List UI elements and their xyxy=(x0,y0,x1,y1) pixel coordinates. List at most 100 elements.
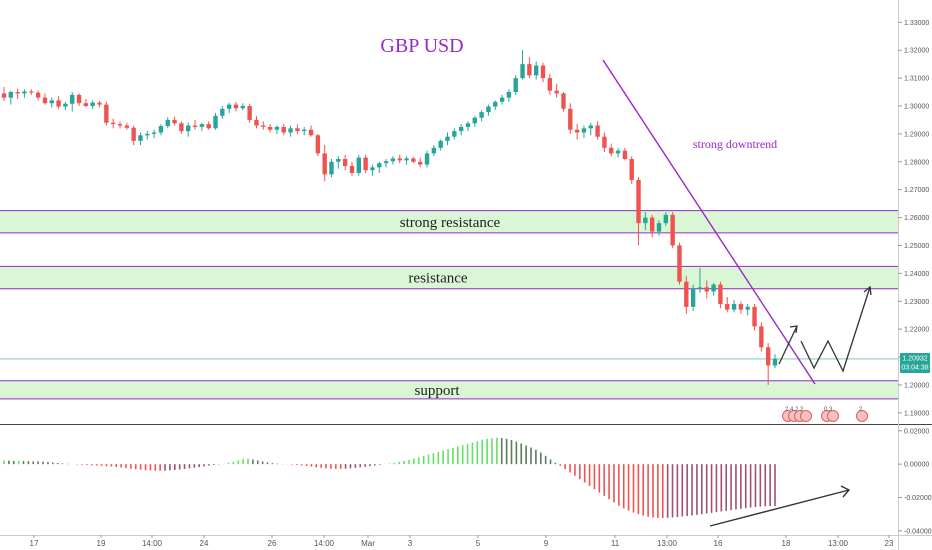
event-flag-label: 0 3 xyxy=(824,407,833,413)
price-tick-label: 1.23000 xyxy=(904,299,929,306)
time-tick-label: 17 xyxy=(30,539,39,548)
price-tick-label: 1.30000 xyxy=(904,104,929,111)
candle-body xyxy=(247,106,252,120)
candle-body xyxy=(124,125,130,128)
candle-body xyxy=(670,214,675,246)
price-tick-label: 1.27000 xyxy=(904,187,929,194)
price-tick-label: 1.31000 xyxy=(904,76,929,83)
candle-body xyxy=(493,101,498,107)
osc-tick-label: -0.02000 xyxy=(904,495,932,502)
current-price-label: 1.20932 xyxy=(902,355,927,362)
drawings-layer xyxy=(602,59,872,385)
candle-body xyxy=(704,287,709,292)
candle-body xyxy=(76,94,82,104)
price-tick-label: 1.20000 xyxy=(904,382,929,389)
candle-body xyxy=(581,128,587,133)
candle-body xyxy=(418,161,423,165)
current-price-tag xyxy=(900,352,930,373)
event-flag-label: 2 xyxy=(859,407,863,413)
candle-body xyxy=(390,158,396,162)
candle-body xyxy=(83,103,89,106)
candle-body xyxy=(649,217,655,232)
candles-layer xyxy=(1,50,778,385)
candle-body xyxy=(22,91,27,94)
candle-body xyxy=(677,245,682,282)
projection-arrowhead-1 xyxy=(789,325,798,334)
downtrend-line xyxy=(602,59,816,385)
time-tick-label: 3 xyxy=(408,539,413,548)
trend-annotation: strong downtrend xyxy=(693,137,777,151)
time-tick-label: 16 xyxy=(714,539,723,548)
candle-body xyxy=(499,97,505,102)
candle-body xyxy=(738,304,744,310)
candle-body xyxy=(49,100,54,104)
candle-body xyxy=(568,108,573,130)
candle-body xyxy=(656,223,662,232)
time-tick-label: 14:00 xyxy=(314,539,335,548)
candle-body xyxy=(595,125,600,137)
candle-body xyxy=(745,306,750,310)
candle-body xyxy=(261,125,266,127)
time-tick-label: 13:00 xyxy=(828,539,849,548)
candle-body xyxy=(322,153,327,175)
candle-body xyxy=(199,124,205,127)
candle-body xyxy=(192,125,198,127)
candle-body xyxy=(629,159,634,180)
candle-body xyxy=(527,64,532,76)
candle-body xyxy=(104,104,109,123)
candle-body xyxy=(547,78,553,91)
candle-body xyxy=(145,133,150,136)
time-tick-label: Mar xyxy=(361,539,375,548)
countdown-label: 03:04:38 xyxy=(901,364,928,371)
candle-body xyxy=(213,115,218,129)
time-tick-label: 13:00 xyxy=(657,539,678,548)
candle-body xyxy=(486,106,491,113)
candle-body xyxy=(622,150,628,159)
price-tick-label: 1.29000 xyxy=(904,131,929,138)
candle-body xyxy=(663,214,669,224)
candle-body xyxy=(8,92,14,98)
candle-body xyxy=(458,126,464,132)
candle-body xyxy=(520,64,525,79)
candle-body xyxy=(609,147,614,154)
oscillator-trend-arrow xyxy=(709,489,850,527)
candle-body xyxy=(363,157,368,171)
candle-body xyxy=(138,135,143,141)
candle-body xyxy=(465,123,471,127)
candle-body xyxy=(383,161,389,164)
candle-body xyxy=(574,129,580,133)
price-tick-label: 1.32000 xyxy=(904,48,929,55)
candle-body xyxy=(438,140,443,148)
candle-body xyxy=(424,153,430,165)
candle-body xyxy=(643,217,648,224)
projection-zigzag xyxy=(800,286,871,373)
candle-body xyxy=(772,359,778,366)
candle-body xyxy=(540,65,546,79)
candle-body xyxy=(315,135,321,154)
candle-body xyxy=(404,158,409,161)
candle-body xyxy=(172,119,177,124)
candle-body xyxy=(356,157,361,173)
candle-body xyxy=(533,65,539,76)
time-tick-label: 23 xyxy=(885,539,894,548)
candle-body xyxy=(165,119,170,127)
zone-label: support xyxy=(415,383,461,399)
price-tick-label: 1.33000 xyxy=(904,20,929,27)
price-tick-label: 1.19000 xyxy=(904,410,929,417)
candle-body xyxy=(295,128,300,132)
candle-body xyxy=(472,117,477,124)
candle-body xyxy=(15,92,20,94)
time-tick-label: 18 xyxy=(782,539,791,548)
candle-body xyxy=(411,158,416,162)
event-flag-icon xyxy=(800,410,812,422)
candle-body xyxy=(302,129,307,132)
candle-body xyxy=(506,92,512,98)
candle-body xyxy=(206,124,211,129)
candle-body xyxy=(70,94,75,104)
candle-body xyxy=(281,126,286,133)
zone-layer: strong resistance resistance support xyxy=(0,210,898,400)
candle-body xyxy=(29,91,34,93)
price-tick-label: 1.28000 xyxy=(904,159,929,166)
